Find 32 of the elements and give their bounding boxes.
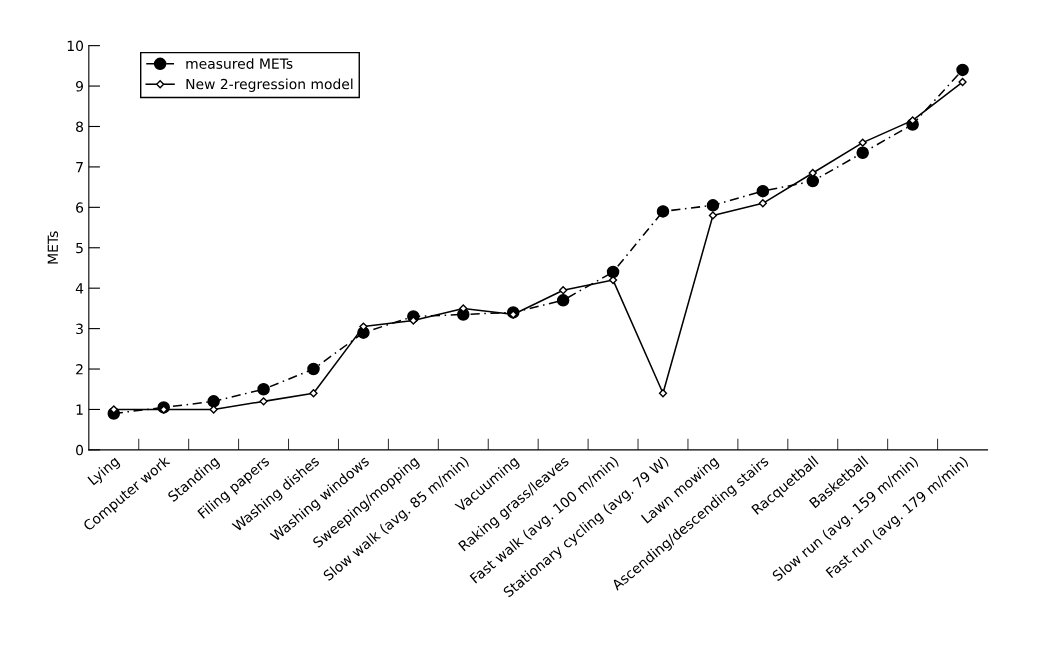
y-axis-title: METs (47, 231, 59, 264)
point (858, 138, 867, 147)
y-tick-label: 0 (76, 444, 84, 456)
point (307, 362, 320, 376)
legend-label: measured METs (186, 58, 293, 69)
legend-label: New 2-regression model (186, 78, 353, 92)
point (606, 265, 620, 279)
y-tick-label: 2 (76, 364, 83, 375)
point (207, 395, 220, 408)
point (756, 184, 770, 198)
point (956, 63, 969, 77)
y-tick-label: 9 (76, 81, 83, 92)
point (806, 174, 820, 188)
point (708, 211, 718, 220)
y-tick-label: 10 (67, 40, 84, 52)
y-tick-label: 1 (76, 404, 83, 415)
y-tick-label: 3 (76, 323, 83, 335)
point (706, 199, 720, 212)
point (856, 146, 869, 160)
point (556, 294, 570, 307)
y-tick-label: 7 (76, 162, 83, 173)
point (559, 286, 568, 295)
y-tick-label: 5 (76, 242, 83, 254)
point (658, 389, 668, 398)
point (309, 389, 318, 398)
y-tick-label: 8 (76, 121, 84, 132)
point (656, 205, 670, 218)
point (259, 397, 268, 406)
y-tick-label: 6 (76, 202, 84, 213)
y-tick-label: 4 (75, 283, 84, 294)
point (257, 382, 270, 396)
point (758, 199, 767, 208)
